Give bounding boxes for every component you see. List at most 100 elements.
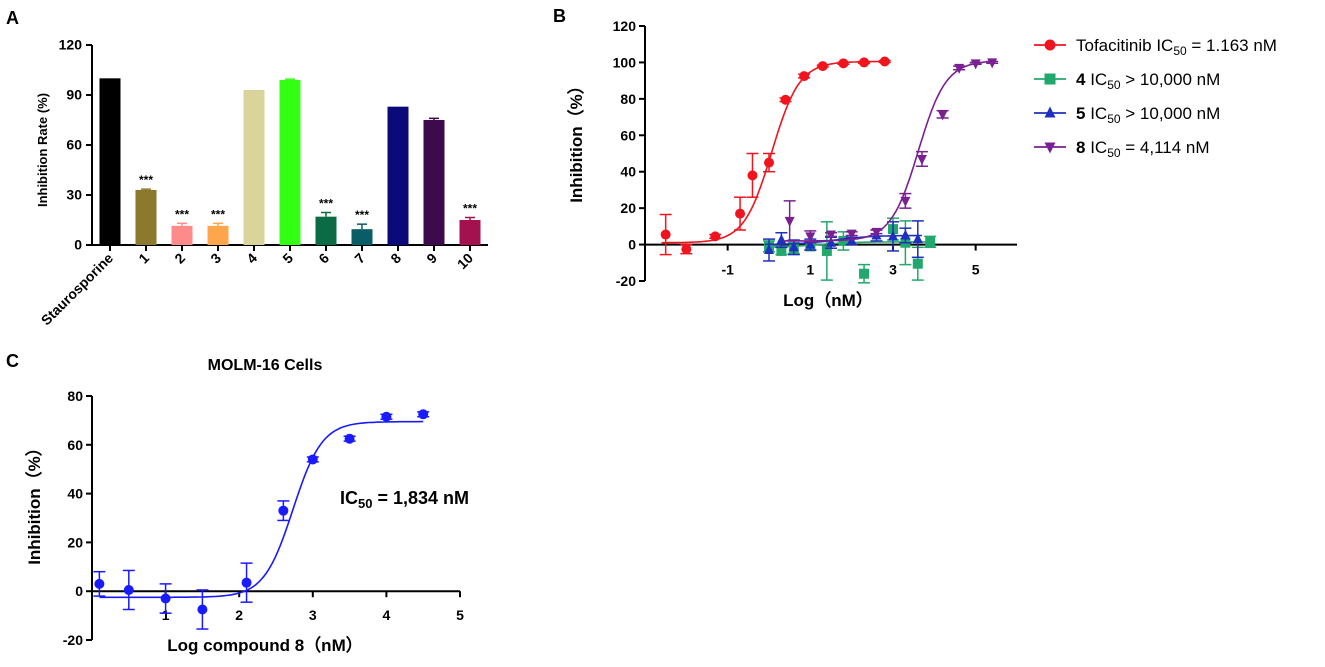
chart-c-y-tick-label: 40	[67, 486, 83, 502]
chart-c-y-axis-title: Inhibition（%）	[24, 439, 44, 565]
chart-a-x-tick-label: 2	[171, 250, 188, 267]
chart-c-x-tick-label: 1	[162, 607, 170, 623]
chart-a-y-tick-label: 0	[74, 237, 82, 253]
legend-item-tofacitinib-compound-name: Tofacitinib	[1076, 36, 1156, 55]
chart-b-series-tofacitinib-point	[735, 208, 746, 219]
legend-item-5-ic-value: > 10,000 nM	[1121, 104, 1221, 123]
chart-a-x-tick-label: 10	[454, 250, 476, 272]
chart-b-x-tick-label: 5	[972, 262, 980, 278]
chart-a-x-tick-label: 6	[315, 250, 332, 267]
chart-b-series-tofacitinib-point	[747, 170, 758, 181]
chart-a-bar	[243, 90, 265, 245]
legend-item-tofacitinib-ic-subscript: 50	[1173, 44, 1187, 58]
chart-a-significance-label: ***	[319, 197, 333, 211]
chart-b-series-tofacitinib-point	[799, 71, 810, 82]
chart-a-bar	[423, 120, 445, 245]
legend-item-8-ic-subscript: 50	[1107, 146, 1121, 160]
legend-item-tofacitinib-ic-label: IC	[1156, 36, 1173, 55]
chart-c-y-tick-label: 0	[75, 583, 83, 599]
chart-c-ic50-annotation: IC50 = 1,834 nM	[340, 488, 469, 511]
chart-b-series-tofacitinib-point	[859, 57, 870, 68]
chart-b-series-8-fit-curve	[785, 60, 997, 242]
chart-a-bar	[279, 80, 301, 245]
chart-a-bar	[315, 216, 337, 245]
chart-b-x-tick-label: 1	[806, 262, 814, 278]
chart-b-series-tofacitinib-point	[764, 157, 774, 168]
chart-a-y-tick-label: 60	[66, 137, 82, 153]
chart-b-series-tofacitinib-point	[660, 229, 671, 240]
legend-item-tofacitinib-label: Tofacitinib IC50 = 1.163 nM	[1076, 36, 1277, 58]
chart-c-y-tick-label: -20	[63, 632, 83, 648]
legend-item-tofacitinib-marker	[1044, 39, 1056, 51]
chart-b-y-tick-label: 40	[620, 164, 636, 180]
chart-b-y-axis-title: Inhibition（%）	[566, 77, 586, 203]
legend-item-4-marker	[1044, 73, 1056, 85]
chart-b-x-axis-title: Log（nM）	[783, 290, 873, 310]
chart-b-y-tick-label: 80	[620, 91, 636, 107]
legend-item-4-compound-number: 4	[1076, 70, 1090, 89]
chart-b-y-tick-label: 20	[620, 200, 636, 216]
legend-item-8-label: 8 IC50 = 4,114 nM	[1076, 138, 1210, 160]
chart-b-series-4-point	[776, 245, 787, 256]
chart-a-y-tick-label: 30	[66, 187, 82, 203]
chart-b-y-tick-label: 100	[613, 54, 637, 70]
chart-c-series-compound-8-point	[94, 578, 105, 589]
legend-item-5-ic-subscript: 50	[1107, 112, 1121, 126]
chart-a-bar	[387, 106, 409, 246]
chart-b-y-tick-label: 0	[628, 237, 636, 253]
legend-item-5-label: 5 IC50 > 10,000 nM	[1076, 104, 1220, 126]
chart-c-series-compound-8-point	[278, 505, 289, 516]
chart-b-series-tofacitinib	[659, 56, 891, 256]
chart-b-series-8	[783, 58, 999, 243]
chart-b-series-8-point	[805, 232, 816, 243]
chart-b-series-4-point	[859, 268, 870, 279]
chart-b-series-8-point	[937, 110, 948, 121]
chart-b-x-tick-label: -1	[721, 262, 734, 278]
chart-a-x-tick-label: 8	[387, 250, 404, 267]
chart-a-bar-chart: Inhibition Rate (%) 0 30 60 90 120 Staurospor…	[35, 37, 488, 328]
chart-c-series-compound-8	[93, 409, 430, 630]
chart-c-series-compound-8-point	[381, 411, 392, 422]
chart-c-y-tick-label: 80	[67, 388, 83, 404]
chart-c-x-tick-label: 3	[309, 607, 317, 623]
legend-item-8-marker	[1044, 142, 1056, 154]
chart-a-bar	[171, 225, 193, 245]
chart-b-series-5-point	[900, 229, 911, 240]
chart-c-ic-label: IC	[340, 488, 358, 508]
chart-a-x-tick-label: 3	[207, 250, 224, 267]
chart-b-series-tofacitinib-point	[817, 61, 828, 72]
chart-b-series-8-point	[871, 227, 882, 238]
chart-b-series-8-point	[784, 216, 795, 227]
chart-b-series-5-point	[826, 236, 836, 247]
legend-item-8-compound-number: 8	[1076, 138, 1090, 157]
chart-b-series-8-point	[846, 229, 857, 240]
chart-a-bar	[459, 220, 481, 245]
chart-b-series-tofacitinib-point	[681, 244, 692, 255]
chart-a-significance-label: ***	[175, 207, 189, 221]
chart-c-x-tick-label: 4	[383, 607, 391, 623]
chart-b-series-5-point	[776, 234, 787, 245]
chart-b-series-4-point	[912, 258, 923, 269]
chart-b-dose-response: Inhibition（%） Log（nM） -20 0 20 40 60 80 100 120…	[566, 18, 1017, 310]
chart-a-y-tick-label: 90	[66, 87, 82, 103]
chart-b-series-8-point	[987, 58, 998, 69]
panel-letter-c: C	[6, 351, 19, 371]
chart-b-series-tofacitinib-point	[838, 58, 849, 69]
legend-item-5-compound-number: 5	[1076, 104, 1090, 123]
chart-c-series-compound-8-point	[160, 593, 171, 604]
legend-item-4-ic-subscript: 50	[1107, 78, 1121, 92]
panel-letter-b: B	[553, 6, 566, 26]
chart-c-ic-value: = 1,834 nM	[372, 488, 469, 508]
chart-b-series-4-point	[838, 235, 849, 246]
chart-c-series-compound-8-point	[344, 433, 355, 444]
chart-b-series-tofacitinib-point	[710, 231, 721, 242]
chart-b-y-tick-label: 60	[620, 127, 636, 143]
legend-item-4-ic-label: IC	[1090, 70, 1107, 89]
chart-c-y-tick-label: 20	[67, 534, 83, 550]
chart-a-x-tick-label: 7	[351, 250, 368, 267]
chart-b-series-8-point	[954, 63, 965, 74]
chart-a-x-tick-label: 4	[243, 250, 260, 267]
chart-b-y-tick-label: 120	[613, 18, 637, 34]
chart-b-series-4-point	[821, 245, 832, 256]
chart-a-significance-label: ***	[139, 173, 153, 187]
